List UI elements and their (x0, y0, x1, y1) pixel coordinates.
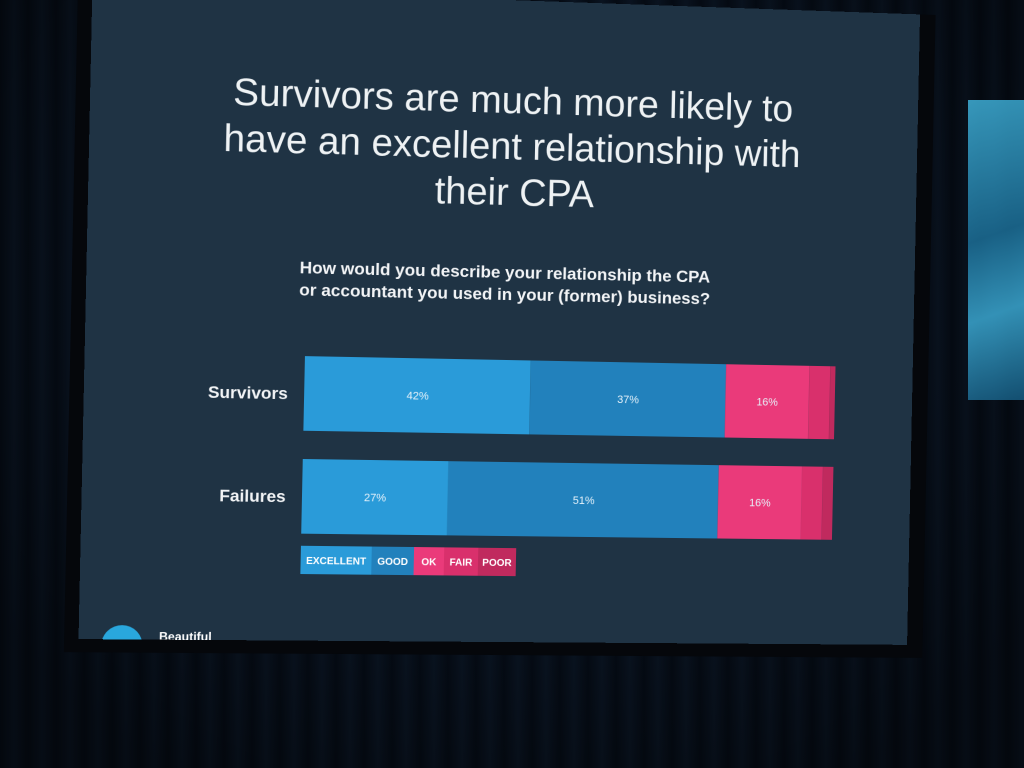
category-label-failures: Failures (219, 485, 286, 506)
bar-segment-survivors-ok (724, 364, 810, 439)
bar-segment-failures-good (446, 461, 719, 539)
chart-legend: EXCELLENT GOOD OK FAIR POOR (300, 545, 517, 577)
side-video-screen (968, 100, 1024, 400)
legend-label-ok: OK (421, 557, 437, 568)
legend-label-fair: FAIR (449, 558, 473, 569)
data-label-survivors-excellent: 42% (406, 390, 429, 402)
bar-segment-survivors-good (529, 360, 727, 438)
legend-swatch-poor (477, 547, 517, 577)
data-label-failures-excellent: 27% (364, 492, 387, 504)
legend-label-good: GOOD (377, 557, 408, 568)
legend-swatch-excellent (300, 545, 372, 575)
legend-label-poor: POOR (482, 558, 512, 569)
data-label-failures-good: 51% (573, 495, 595, 507)
bar-segment-failures-poor (821, 466, 834, 540)
stacked-bar-chart: Survivors 42% 37% 16% Failures 27% 51% 16% EXCE… (208, 356, 836, 577)
legend-swatch-good (371, 546, 415, 576)
presentation-slide: Survivors are much more likely to have a… (78, 0, 921, 645)
legend-swatch-fair (443, 547, 479, 576)
bar-segment-failures-excellent (301, 459, 449, 536)
bar-segment-failures-fair (800, 466, 824, 540)
bar-segment-survivors-fair (808, 365, 831, 440)
bar-segment-survivors-excellent (303, 356, 531, 435)
data-label-survivors-ok: 16% (756, 397, 778, 409)
data-label-survivors-good: 37% (617, 394, 639, 406)
legend-swatch-ok (413, 547, 445, 576)
data-label-failures-ok: 16% (749, 497, 771, 509)
legend-label-excellent: EXCELLENT (306, 556, 367, 568)
category-label-survivors: Survivors (208, 382, 288, 403)
chart-bars: Survivors 42% 37% 16% Failures 27% 51% 16% (208, 356, 836, 540)
bar-segment-failures-ok (717, 465, 803, 540)
